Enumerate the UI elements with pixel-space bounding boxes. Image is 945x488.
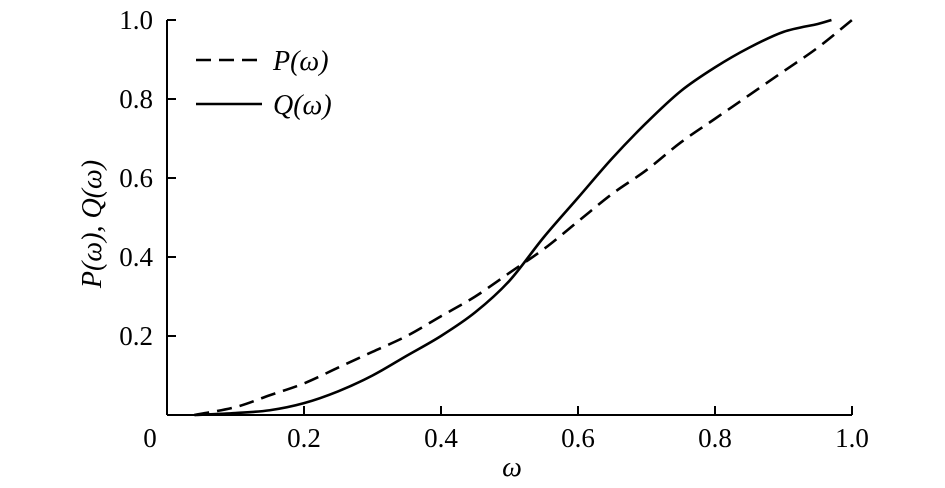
- y-axis-label: P(ω), Q(ω): [77, 160, 108, 289]
- y-tick-label: 0.2: [119, 321, 153, 351]
- y-tick-label: 0.8: [119, 84, 153, 114]
- x-tick-label: 1.0: [835, 423, 869, 453]
- legend-label: Q(ω): [273, 90, 332, 121]
- legend-label: P(ω): [272, 46, 329, 77]
- x-tick-label: 0.8: [698, 423, 732, 453]
- axes: [166, 20, 852, 416]
- x-tick-label: 0.4: [424, 423, 458, 453]
- x-tick-label: 0.6: [561, 423, 595, 453]
- x-tick-label: 0: [143, 423, 157, 453]
- legend: P(ω) Q(ω): [196, 46, 332, 121]
- series-line-q: [194, 18, 832, 417]
- y-tick-label: 0.6: [119, 163, 153, 193]
- series-line-p: [194, 18, 853, 417]
- series-layer: [194, 18, 853, 417]
- x-axis-label: ω: [502, 452, 522, 483]
- y-tick-label: 0.4: [119, 242, 153, 272]
- x-tick-label: 0.2: [287, 423, 321, 453]
- ticks: 0 0.2 0.4 0.6 0.8 1.0 0.2 0.4 0.6 0.8 1.0: [119, 5, 869, 453]
- y-tick-label: 1.0: [119, 5, 153, 35]
